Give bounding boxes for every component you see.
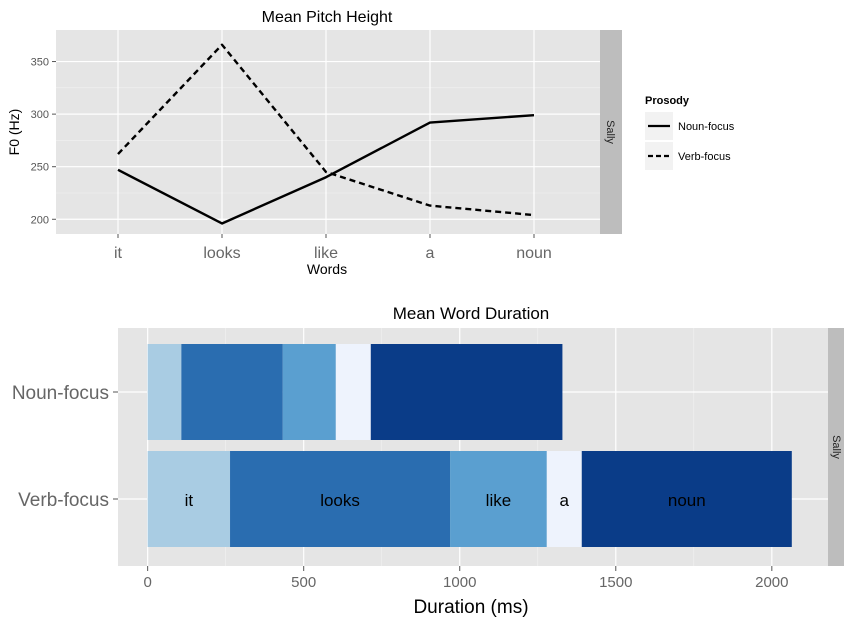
- pitch-panel: [56, 30, 600, 234]
- pitch-series-line-verb-focus: [117, 43, 535, 217]
- pitch-series-line-noun-focus: [117, 113, 535, 225]
- duration-bar-noun-focus-looks: [181, 344, 283, 440]
- duration-bar-label: a: [560, 491, 570, 510]
- duration-x-axis-label: Duration (ms): [413, 597, 528, 618]
- duration-bar-noun-focus-a: [335, 344, 371, 440]
- pitch-y-tick-label: 350: [31, 57, 49, 69]
- duration-chart: Mean Word Duration it looks like a noun Noun…: [12, 304, 844, 618]
- duration-bar-noun-focus-it: [147, 344, 182, 440]
- pitch-x-tick-label: like: [314, 245, 338, 262]
- pitch-y-tick-label: 200: [31, 214, 49, 226]
- pitch-gridlines: [56, 30, 600, 234]
- duration-bar-verb-focus-looks: [230, 451, 451, 547]
- duration-bar-noun-focus-like: [282, 344, 336, 440]
- duration-x-ticks: 0 500 1000 1500 2000: [143, 566, 789, 591]
- pitch-x-tick-label: it: [114, 245, 123, 262]
- pitch-y-ticks: 200 250 300 350: [31, 57, 56, 226]
- duration-bar-verb-focus-a: [546, 451, 582, 547]
- pitch-chart-title: Mean Pitch Height: [262, 9, 393, 26]
- pitch-facet-label: Sally: [604, 120, 616, 144]
- pitch-x-axis-label: Words: [307, 261, 347, 277]
- pitch-x-tick-label: looks: [203, 245, 240, 262]
- pitch-y-tick-label: 300: [31, 109, 49, 121]
- pitch-x-tick-label: noun: [516, 245, 552, 262]
- duration-chart-title: Mean Word Duration: [393, 304, 550, 323]
- pitch-legend: Prosody Noun-focus Verb-focus: [645, 95, 735, 170]
- duration-x-tick-label: 1500: [599, 574, 632, 591]
- duration-bar-noun-focus-noun: [370, 344, 563, 440]
- pitch-x-tick-label: a: [426, 245, 435, 262]
- pitch-y-tick-label: 250: [31, 162, 49, 174]
- duration-facet-label: Sally: [830, 435, 842, 459]
- duration-bar-labels: it looks like a noun: [185, 491, 706, 510]
- duration-y-tick-label: Verb-focus: [18, 490, 109, 511]
- duration-bar-label: looks: [320, 491, 360, 510]
- legend-label-verb-focus: Verb-focus: [678, 151, 731, 163]
- duration-bar-label: noun: [668, 491, 706, 510]
- duration-facet-strip: [828, 328, 844, 566]
- duration-y-ticks: Noun-focus Verb-focus: [12, 383, 118, 511]
- duration-x-tick-label: 0: [143, 574, 151, 591]
- duration-bar-verb-focus-noun: [581, 451, 792, 547]
- duration-y-tick-label: Noun-focus: [12, 383, 109, 404]
- pitch-chart: Mean Pitch Height 200 250 300 350 it looks li…: [6, 9, 735, 277]
- duration-bar-verb-focus-it: [147, 451, 231, 547]
- duration-x-tick-label: 500: [291, 574, 316, 591]
- pitch-series: [117, 43, 535, 225]
- pitch-facet-strip: [600, 30, 622, 234]
- duration-bar-label: like: [486, 491, 512, 510]
- legend-title: Prosody: [645, 95, 690, 107]
- legend-label-noun-focus: Noun-focus: [678, 121, 735, 133]
- duration-bars: [147, 344, 792, 547]
- pitch-y-axis-label: F0 (Hz): [6, 109, 22, 156]
- duration-x-tick-label: 1000: [443, 574, 476, 591]
- duration-x-tick-label: 2000: [755, 574, 788, 591]
- duration-bar-label: it: [185, 491, 194, 510]
- pitch-x-ticks: it looks like a noun: [114, 234, 552, 262]
- duration-bar-verb-focus-like: [450, 451, 547, 547]
